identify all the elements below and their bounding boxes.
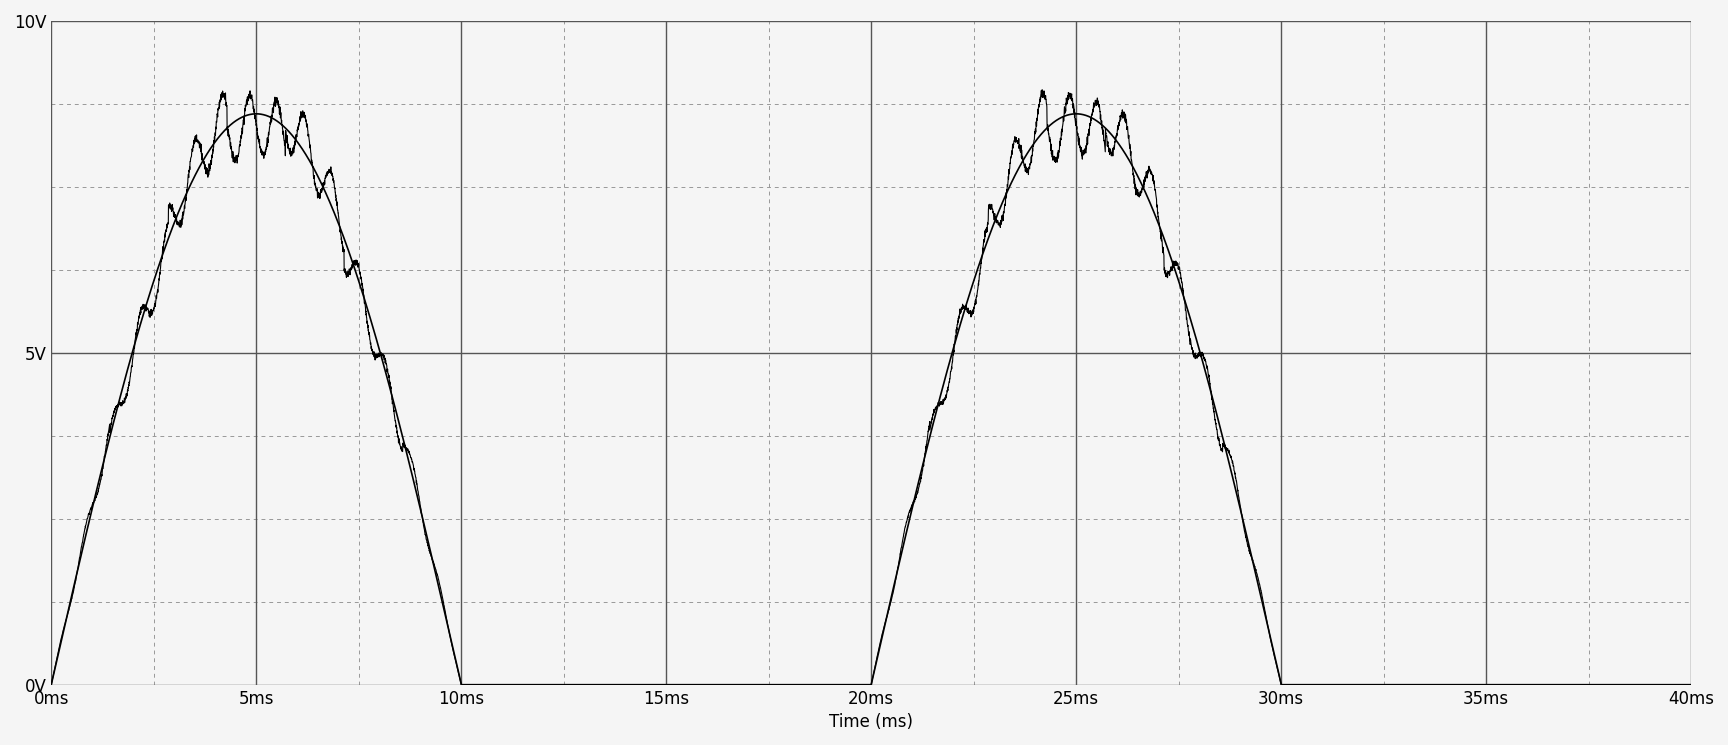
X-axis label: Time (ms): Time (ms) — [829, 713, 912, 731]
